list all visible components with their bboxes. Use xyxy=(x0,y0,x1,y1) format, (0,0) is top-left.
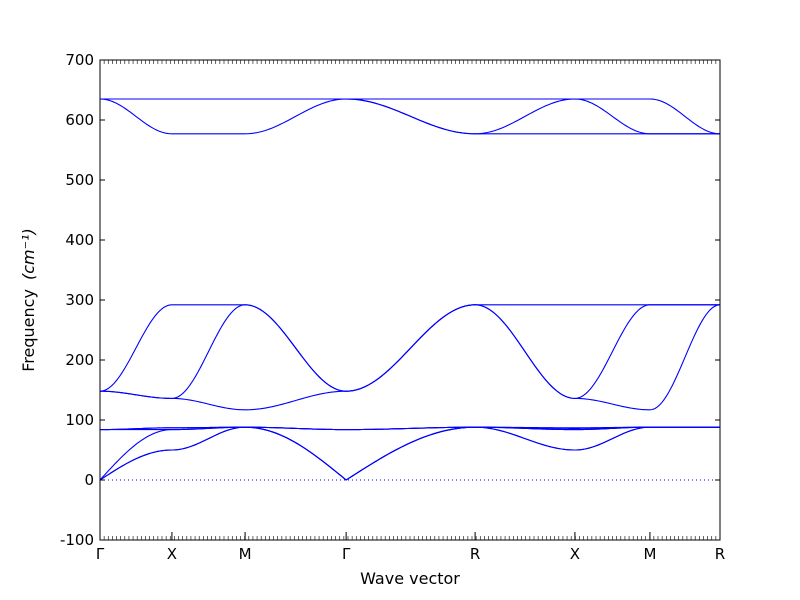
x-tick-label: Γ xyxy=(342,545,351,563)
x-tick-label: M xyxy=(643,545,656,563)
x-tick-label: Γ xyxy=(96,545,105,563)
y-axis-label-unit: (cm⁻¹) xyxy=(19,228,38,280)
band-branch-3 xyxy=(99,98,720,135)
plot-frame xyxy=(99,59,721,541)
x-tick-label: M xyxy=(239,545,252,563)
y-tick-label: 100 xyxy=(65,411,94,429)
y-axis-label-text: Frequency xyxy=(19,289,38,372)
x-tick-label: X xyxy=(167,545,177,563)
y-tick-label: 400 xyxy=(65,231,94,249)
band-branch-12 xyxy=(99,426,720,481)
y-tick-label: 0 xyxy=(84,471,94,489)
y-tick-label: 600 xyxy=(65,111,94,129)
x-axis-label: Wave vector xyxy=(360,569,460,588)
y-tick-label: 500 xyxy=(65,171,94,189)
y-tick-label: -100 xyxy=(60,531,94,549)
x-tick-label: R xyxy=(470,545,480,563)
y-tick-label: 700 xyxy=(65,51,94,69)
x-tick-label: X xyxy=(570,545,580,563)
y-tick-label: 300 xyxy=(65,291,94,309)
y-axis-ticks: -100 0 100 200 300 400 500 600 700 xyxy=(60,51,720,549)
x-tick-label: R xyxy=(715,545,725,563)
y-tick-label: 200 xyxy=(65,351,94,369)
y-axis-label: Frequency (cm⁻¹) xyxy=(19,228,38,371)
band-branches xyxy=(99,98,721,481)
band-branch-6 xyxy=(99,304,721,411)
